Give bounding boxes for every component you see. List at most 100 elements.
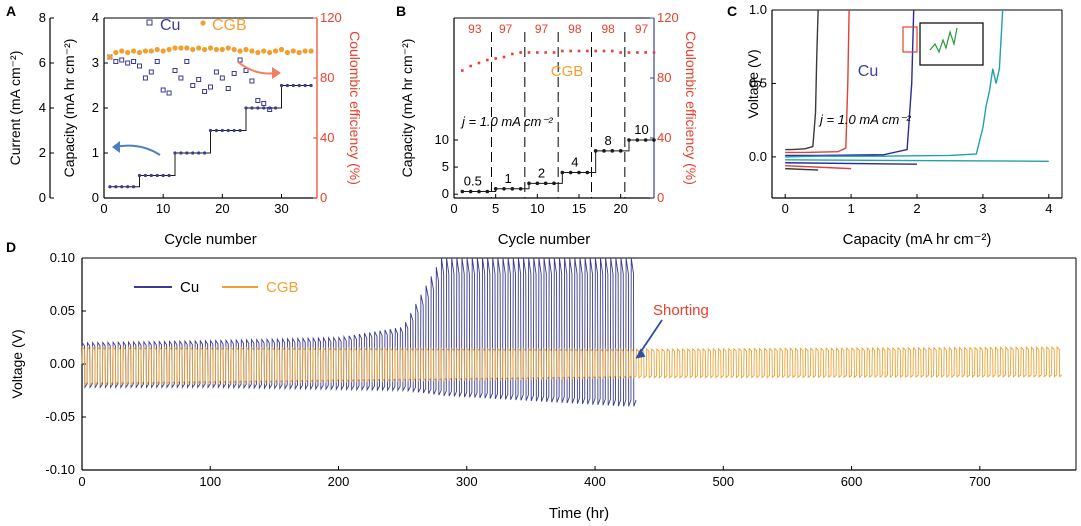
panel-a-cu-point — [172, 68, 178, 73]
panel-a-cu-point — [267, 107, 273, 112]
panel-a-step-point — [250, 106, 254, 110]
panel-c-x-tick-label: 4 — [1045, 201, 1052, 216]
panel-c-curve — [785, 9, 1004, 158]
panel-b-ce-point — [644, 51, 647, 54]
panel-b-ce-point — [636, 51, 639, 54]
panel-a-right-tick-label: 40 — [320, 130, 334, 145]
panel-b-step-point — [593, 149, 598, 153]
panel-b-x-tick-label: 15 — [572, 201, 586, 216]
panel-letter-a: A — [6, 3, 16, 19]
panel-b-ce-point — [469, 64, 472, 68]
panel-c-x-tick-label: 2 — [913, 201, 920, 216]
panel-c-zoom-marker — [902, 26, 918, 53]
panel-a-cgb-point — [119, 48, 125, 54]
panel-d-x-tick-label: 0 — [78, 474, 85, 489]
panel-a-cgb-point — [130, 48, 137, 54]
panel-a-cgb-point — [249, 48, 255, 54]
panel-a-cu-point — [184, 59, 190, 64]
panel-b-ce-label: 97 — [635, 22, 649, 36]
panel-a-inner-y-label: Capacity (mA hr cm⁻²) — [61, 39, 77, 178]
panel-a-inner-tick-label: 3 — [92, 55, 99, 70]
panel-d-x-tick-label: 400 — [584, 474, 606, 489]
panel-a-inner-tick-label: 4 — [92, 10, 99, 25]
panel-d-x-tick-label: 200 — [328, 474, 350, 489]
panel-c-annotation: j = 1.0 mA cm⁻² — [818, 112, 911, 127]
panel-a-step-point — [161, 173, 165, 178]
panel-b-x-tick-label: 10 — [530, 201, 544, 216]
panel-a-inner-tick-label: 0 — [92, 190, 99, 205]
panel-b-step-point — [602, 149, 606, 153]
panel-a-cgb-point — [136, 49, 143, 56]
panel-b-step-point — [552, 181, 556, 186]
panel-b-x-tick-label: 0 — [450, 201, 457, 216]
panel-a-step-point — [179, 151, 183, 155]
panel-a-cu-point — [261, 101, 267, 106]
panel-b-step-point — [560, 170, 565, 175]
panel-c-y-tick-label: 1.0 — [749, 2, 767, 17]
panel-d-legend-cu-label: Cu — [180, 279, 199, 296]
panel-b-ce-label: 93 — [468, 22, 482, 36]
panel-a-step-point — [155, 173, 159, 178]
panel-d-cu-trace — [81, 257, 637, 407]
panel-a-cgb-point — [166, 46, 172, 53]
panel-a-x-tick-label: 10 — [156, 201, 170, 216]
panel-b-ce-point — [536, 51, 539, 54]
panel-b-ce-point — [544, 51, 547, 54]
panel-b-ce-point — [511, 52, 514, 56]
panel-a-step-line — [109, 85, 312, 188]
panel-a-cgb-point — [261, 48, 267, 54]
panel-a-cgb-point — [225, 45, 231, 51]
panel-a-cgb-point — [278, 46, 285, 53]
panel-b-step-label: 1 — [505, 171, 512, 186]
panel-a-step-point — [262, 106, 266, 110]
panel-a-step-point — [273, 106, 278, 110]
panel-a-cu-point — [213, 69, 219, 75]
panel-a-cgb-point — [267, 49, 273, 56]
panel-a-cu-point — [219, 75, 225, 81]
panel-b-x-tick-label: 20 — [613, 201, 627, 216]
panel-a-cu-point — [113, 59, 119, 64]
panel-b-x-label: Cycle number — [498, 231, 591, 248]
panel-a-x-tick-label: 20 — [215, 201, 229, 216]
panel-d-y-label: Voltage (V) — [9, 329, 25, 398]
panel-a-step-point — [285, 83, 290, 88]
panel-a-arrowhead-left — [112, 141, 120, 153]
panel-d-x-tick-label: 600 — [841, 474, 863, 489]
panel-a-step-point — [108, 185, 112, 189]
panel-b-step-point — [502, 186, 506, 191]
panel-a-step-point — [244, 106, 248, 110]
panel-b-step-point — [527, 181, 531, 186]
panel-a-cgb-point — [207, 45, 214, 51]
panel-a-cgb-point — [190, 46, 196, 53]
panel-a-cu-point — [225, 86, 231, 91]
panel-d-legend-cgb-label: CGB — [266, 279, 299, 296]
panel-c-series-label: Cu — [858, 63, 878, 80]
panel-a-outer-tick-label: 0 — [39, 190, 46, 205]
panel-b-ce-label: 98 — [601, 22, 615, 36]
panel-a-cgb-point — [255, 49, 261, 56]
panel-a-cgb-point — [178, 45, 184, 51]
panel-b-ce-point — [477, 61, 481, 65]
panel-a-cgb-point — [308, 48, 314, 54]
panel-a-step-point — [279, 83, 284, 88]
panel-c-chart: 0.0 0.5 1.0 0 1 2 3 4 Capacity (mA hr cm⁻²) Volta… — [745, 2, 1063, 248]
panel-d-y-tick-label: -0.10 — [45, 462, 75, 477]
panel-b-step-point — [518, 186, 523, 191]
panel-a-step-point — [143, 173, 148, 178]
panel-b-ce-point — [652, 51, 656, 54]
panel-a-step-point — [185, 151, 189, 155]
panel-d-y-tick-label: 0.00 — [50, 356, 75, 371]
panel-a-cu-point — [208, 84, 213, 90]
panel-a-step-point — [114, 185, 118, 189]
panel-a-cgb-point — [243, 46, 249, 53]
panel-a-cgb-point — [196, 45, 202, 51]
panel-a-cgb-point — [213, 46, 220, 53]
panel-b-step-point — [485, 189, 490, 194]
panel-letter-b: B — [396, 3, 406, 19]
panel-b-ce-point — [552, 51, 556, 54]
panel-c-x-tick-label: 0 — [782, 201, 789, 216]
panel-a-step-point — [226, 128, 230, 133]
panel-a-inner-tick-label: 1 — [92, 145, 99, 160]
panel-a-cu-point — [249, 78, 255, 84]
